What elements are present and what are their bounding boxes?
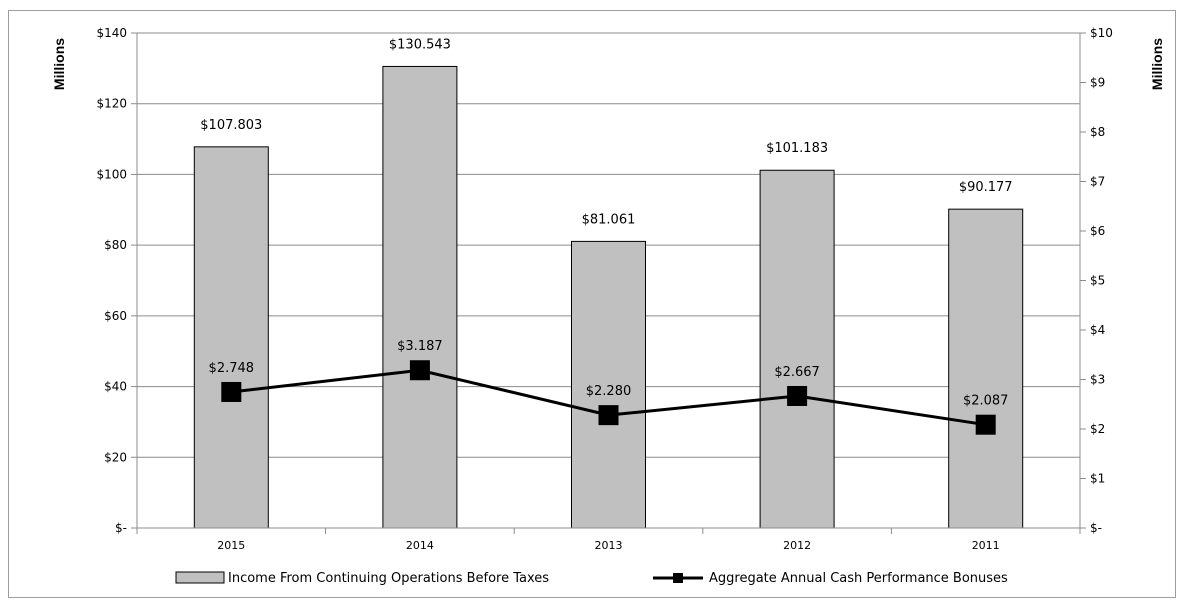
x-tick-label: 2014 bbox=[406, 539, 434, 552]
bar bbox=[948, 208, 1024, 529]
y-tick-label: $100 bbox=[96, 167, 127, 181]
y-tick-label: $20 bbox=[104, 450, 127, 464]
bar bbox=[571, 240, 646, 529]
x-tick-label: 2015 bbox=[217, 539, 245, 552]
y2-tick-label: $6 bbox=[1090, 224, 1105, 238]
bar-data-label: $107.803 bbox=[200, 118, 262, 133]
legend: Income From Continuing Operations Before… bbox=[175, 571, 1008, 586]
bar-data-label: $101.183 bbox=[766, 141, 828, 156]
legend-line-marker bbox=[673, 573, 683, 583]
y2-tick-label: $4 bbox=[1090, 323, 1105, 337]
line-data-label: $2.667 bbox=[774, 365, 820, 380]
line-data-label: $2.748 bbox=[209, 361, 255, 376]
y-tick-label: $60 bbox=[104, 309, 127, 323]
bar bbox=[382, 65, 458, 529]
y2-tick-label: $7 bbox=[1090, 175, 1105, 189]
y-tick-label: $140 bbox=[96, 26, 127, 40]
y-tick-label: $120 bbox=[96, 97, 127, 111]
line-data-label: $2.087 bbox=[963, 394, 1009, 409]
bar bbox=[759, 169, 835, 529]
legend-bar-label: Income From Continuing Operations Before… bbox=[228, 571, 549, 586]
x-tick-label: 2013 bbox=[595, 539, 623, 552]
y2-tick-label: $5 bbox=[1090, 274, 1105, 288]
legend-line-label: Aggregate Annual Cash Performance Bonuse… bbox=[709, 571, 1008, 586]
y2-tick-label: $9 bbox=[1090, 76, 1105, 90]
legend-bar-swatch bbox=[175, 571, 225, 584]
y2-tick-label: $1 bbox=[1090, 472, 1105, 486]
y2-tick-label: $- bbox=[1090, 521, 1102, 535]
line-marker bbox=[975, 414, 996, 435]
bar-data-label: $130.543 bbox=[389, 37, 451, 52]
y-tick-label: $80 bbox=[104, 238, 127, 252]
axes: $- $20 $40 $60 $80 $100 $120 $140 $- $1 $2 $3 $4 $5 $6… bbox=[96, 26, 1112, 552]
y2-tick-label: $8 bbox=[1090, 125, 1105, 139]
bar-series bbox=[193, 65, 1024, 529]
y2-tick-label: $2 bbox=[1090, 422, 1105, 436]
data-labels: $107.803 $130.543 $81.061 $101.183 $90.177 $2… bbox=[200, 37, 1012, 408]
line-marker bbox=[787, 385, 808, 406]
gridlines bbox=[137, 32, 1080, 458]
line-marker bbox=[221, 381, 242, 402]
y2-tick-label: $10 bbox=[1090, 26, 1113, 40]
line-data-label: $3.187 bbox=[397, 339, 443, 354]
y2-axis-title: Millions bbox=[1149, 38, 1165, 90]
y-axis-title: Millions bbox=[51, 38, 67, 90]
bar bbox=[193, 146, 269, 529]
y2-tick-label: $3 bbox=[1090, 373, 1105, 387]
x-tick-label: 2012 bbox=[783, 539, 811, 552]
line-marker bbox=[409, 360, 430, 381]
x-tick-label: 2011 bbox=[972, 539, 1000, 552]
line-data-label: $2.280 bbox=[586, 384, 632, 399]
line-marker bbox=[598, 405, 619, 426]
bar-data-label: $90.177 bbox=[959, 180, 1013, 195]
bar-data-label: $81.061 bbox=[582, 212, 636, 227]
y-tick-label: $- bbox=[115, 521, 127, 535]
y-tick-label: $40 bbox=[104, 380, 127, 394]
line-series bbox=[221, 360, 996, 435]
